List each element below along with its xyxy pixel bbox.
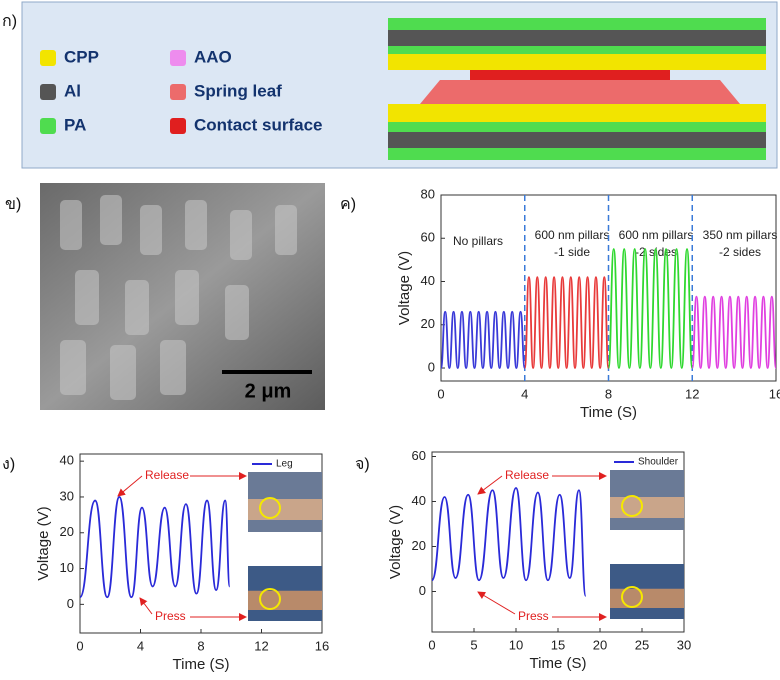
y-tick-label: 60 (412, 448, 426, 463)
arrow (478, 476, 502, 494)
x-tick-label: 20 (593, 637, 607, 652)
panel-label: ค) (340, 196, 356, 213)
panel-label: ข) (5, 196, 21, 213)
y-tick-label: 80 (421, 186, 435, 201)
annotation: Release (505, 468, 549, 482)
x-tick-label: 12 (254, 638, 268, 653)
series-line (525, 277, 609, 368)
y-tick-label: 10 (60, 560, 74, 575)
annotation: Press (155, 609, 186, 623)
legend-swatch (170, 50, 186, 66)
legend-swatch (170, 118, 186, 134)
panel-label: ง) (2, 456, 15, 473)
x-axis-label: Time (S) (580, 404, 637, 421)
annotation: 350 nm pillars -2 sides (703, 228, 778, 259)
y-axis-label: Voltage (V) (396, 251, 413, 325)
x-axis-label: Time (S) (530, 655, 587, 672)
series-line (609, 249, 693, 368)
x-tick-label: 4 (521, 386, 528, 401)
series-line (441, 312, 525, 368)
y-tick-label: 0 (419, 583, 426, 598)
x-tick-label: 8 (197, 638, 204, 653)
x-tick-label: 16 (769, 386, 780, 401)
y-tick-label: 0 (428, 359, 435, 374)
legend-label: CPP (64, 47, 99, 66)
annotation: Release (145, 468, 189, 482)
y-tick-label: 40 (60, 453, 74, 468)
y-tick-label: 60 (421, 230, 435, 245)
x-tick-label: 10 (509, 637, 523, 652)
y-tick-label: 20 (60, 524, 74, 539)
scale-bar-label: 2 μm (245, 380, 292, 402)
x-tick-label: 16 (315, 638, 329, 653)
legend-label: Al (64, 81, 81, 100)
legend-label: Shoulder (638, 457, 679, 468)
annotation-line: 350 nm pillars (703, 228, 778, 242)
panel-label: จ) (355, 456, 370, 473)
photo-arm (248, 499, 322, 520)
series-line (692, 297, 776, 368)
y-tick-label: 0 (67, 596, 74, 611)
x-axis-label: Time (S) (173, 656, 230, 673)
arrow (118, 476, 142, 496)
y-tick-label: 20 (421, 316, 435, 331)
legend-label: Spring leaf (194, 81, 282, 100)
y-tick-label: 40 (421, 273, 435, 288)
legend-swatch (40, 84, 56, 100)
arrow (140, 598, 152, 614)
x-tick-label: 0 (76, 638, 83, 653)
arrow (478, 592, 515, 614)
page: {"panel_labels": ["ก)", "ข)", "ค)", "ง)"… (0, 0, 780, 675)
photo-arm (610, 497, 684, 518)
legend-label: PA (64, 115, 86, 134)
figure: ก) ข) ค) ง) จ) 2 μm CPP Al PA AAO Spring lea… (0, 0, 780, 675)
annotation-line: -1 side (554, 245, 590, 259)
device-drawing (388, 18, 766, 160)
annotation: No pillars (453, 234, 503, 248)
annotation-line: 600 nm pillars (619, 228, 694, 242)
annotation-line: -2 sides (719, 245, 761, 259)
series-line (432, 488, 586, 596)
x-tick-label: 12 (685, 386, 699, 401)
y-tick-label: 40 (412, 493, 426, 508)
x-tick-label: 0 (428, 637, 435, 652)
y-tick-label: 20 (412, 538, 426, 553)
y-axis-label: Voltage (V) (387, 505, 404, 579)
series-line (80, 497, 230, 597)
x-tick-label: 4 (137, 638, 144, 653)
legend-swatch (40, 50, 56, 66)
x-tick-label: 5 (470, 637, 477, 652)
sem-image: 2 μm (40, 183, 325, 410)
x-tick-label: 8 (605, 386, 612, 401)
legend-swatch (170, 84, 186, 100)
annotation-line: 600 nm pillars (535, 228, 610, 242)
x-tick-label: 25 (635, 637, 649, 652)
x-tick-label: 0 (437, 386, 444, 401)
y-tick-label: 30 (60, 488, 74, 503)
panel-label: ก) (2, 13, 17, 30)
x-tick-label: 15 (551, 637, 565, 652)
legend-swatch (40, 118, 56, 134)
annotation: 600 nm pillars -1 side (535, 228, 610, 259)
annotation: Press (518, 609, 549, 623)
legend-label: AAO (194, 47, 232, 66)
x-tick-label: 30 (677, 637, 691, 652)
annotation-line: No pillars (453, 234, 503, 248)
y-axis-label: Voltage (V) (35, 506, 52, 580)
legend-label: Leg (276, 459, 293, 470)
legend-label: Contact surface (194, 115, 322, 134)
